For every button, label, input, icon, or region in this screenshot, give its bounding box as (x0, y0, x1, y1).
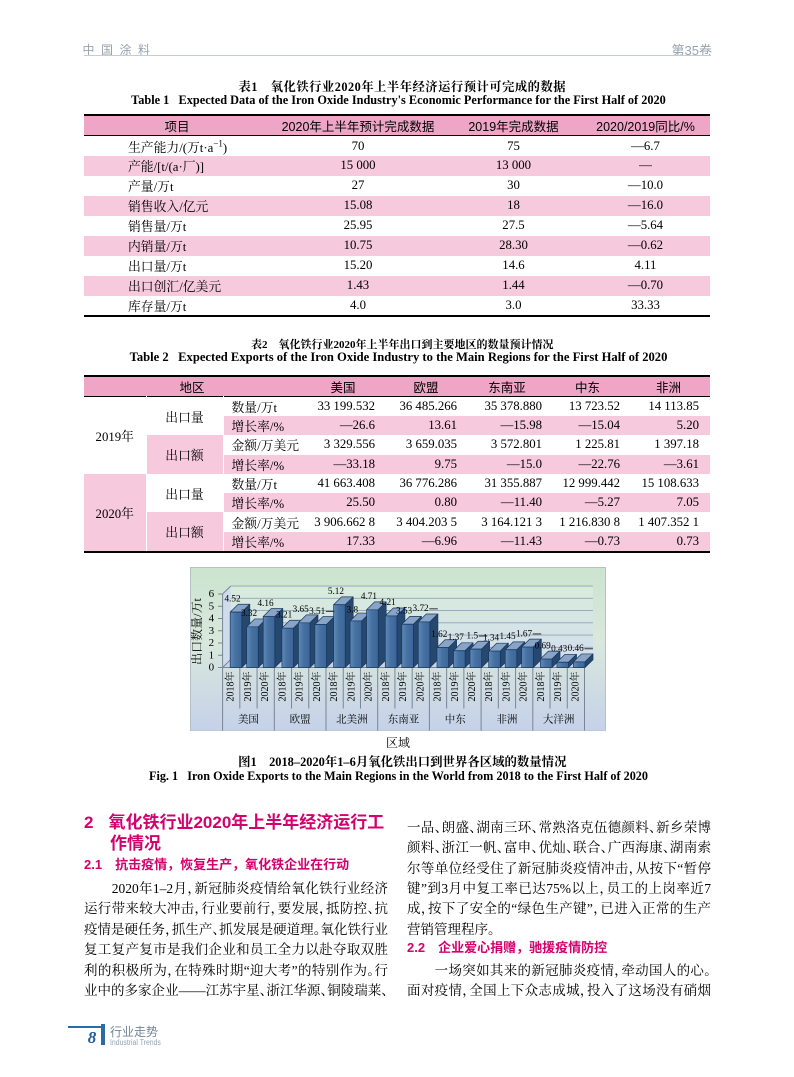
svg-text:非洲: 非洲 (496, 712, 517, 725)
svg-text:0: 0 (209, 661, 215, 673)
svg-text:1.67: 1.67 (516, 628, 532, 638)
svg-text:1.5: 1.5 (467, 630, 479, 640)
svg-text:2018年: 2018年 (327, 671, 340, 701)
svg-text:东南亚: 东南亚 (388, 712, 420, 725)
svg-text:0.69: 0.69 (535, 640, 551, 650)
svg-text:3.21: 3.21 (276, 609, 292, 619)
svg-text:1.34: 1.34 (483, 632, 499, 642)
svg-text:2020年: 2020年 (413, 671, 426, 701)
svg-text:2020年: 2020年 (568, 671, 581, 701)
svg-text:2: 2 (209, 637, 215, 649)
svg-text:北美洲: 北美洲 (336, 712, 368, 725)
svg-text:出口数量/万t: 出口数量/万t (190, 597, 204, 664)
svg-text:2019年: 2019年 (448, 671, 461, 701)
svg-text:4.71: 4.71 (361, 591, 377, 601)
svg-text:5.12: 5.12 (328, 586, 344, 596)
svg-text:1.62: 1.62 (431, 628, 447, 638)
svg-text:2018年: 2018年 (534, 671, 547, 701)
svg-text:1.45: 1.45 (499, 631, 515, 641)
svg-text:2020年: 2020年 (310, 671, 323, 701)
svg-text:2019年: 2019年 (241, 671, 254, 701)
svg-text:6: 6 (209, 588, 215, 600)
svg-text:2018年: 2018年 (482, 671, 495, 701)
svg-text:4.21: 4.21 (380, 597, 396, 607)
svg-text:2020年: 2020年 (362, 671, 375, 701)
svg-text:3.72: 3.72 (413, 603, 429, 613)
svg-text:2019年: 2019年 (396, 671, 409, 701)
svg-text:2018年: 2018年 (275, 671, 288, 701)
svg-text:欧盟: 欧盟 (290, 712, 311, 725)
svg-text:大洋洲: 大洋洲 (543, 712, 575, 725)
svg-text:0.43: 0.43 (551, 643, 567, 653)
svg-text:3.65: 3.65 (293, 604, 309, 614)
svg-text:4.16: 4.16 (257, 597, 273, 607)
svg-text:2018年: 2018年 (431, 671, 444, 701)
svg-text:1.37: 1.37 (448, 632, 464, 642)
svg-text:2019年: 2019年 (551, 671, 564, 701)
svg-text:2019年: 2019年 (344, 671, 357, 701)
svg-text:2019年: 2019年 (499, 671, 512, 701)
svg-text:3: 3 (209, 624, 215, 636)
svg-text:2019年: 2019年 (293, 671, 306, 701)
svg-text:2020年: 2020年 (465, 671, 478, 701)
svg-text:1: 1 (209, 649, 215, 661)
svg-text:0.46: 0.46 (568, 643, 584, 653)
svg-text:美国: 美国 (238, 712, 259, 725)
svg-text:2018年: 2018年 (224, 671, 237, 701)
svg-text:2018年: 2018年 (379, 671, 392, 701)
svg-text:3.32: 3.32 (241, 608, 257, 618)
svg-text:3.8: 3.8 (347, 604, 359, 614)
svg-text:3.53: 3.53 (396, 605, 412, 615)
svg-text:3.51: 3.51 (309, 605, 325, 615)
svg-text:4: 4 (209, 612, 215, 624)
svg-text:2020年: 2020年 (517, 671, 530, 701)
svg-text:5: 5 (209, 600, 215, 612)
svg-text:2020年: 2020年 (258, 671, 271, 701)
svg-text:中东: 中东 (445, 712, 466, 725)
svg-text:4.52: 4.52 (224, 593, 240, 603)
